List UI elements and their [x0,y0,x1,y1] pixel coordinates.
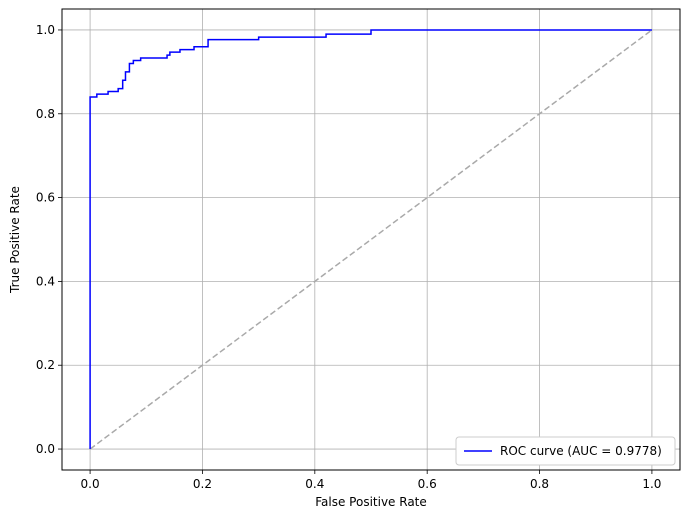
y-tick-label: 0.4 [36,274,55,288]
y-tick-label: 1.0 [36,23,55,37]
x-tick-label: 0.8 [530,477,549,491]
legend: ROC curve (AUC = 0.9778) [455,436,676,466]
x-tick-label: 0.6 [418,477,437,491]
plot-frame [61,8,681,471]
x-tick-label: 1.0 [642,477,661,491]
roc-curve-line [89,29,652,450]
y-axis-title: True Positive Rate [8,186,22,294]
y-tick-label: 0.6 [36,191,55,205]
legend-box [455,436,676,466]
x-tick-label: 0.2 [193,477,212,491]
x-tick-label: 0.0 [81,477,100,491]
ticks: 0.0 0.2 0.4 0.6 0.8 1.0 0.0 0.2 0.4 0.6 0.8 1.0 [36,23,662,491]
series-layer [89,29,653,450]
y-tick-label: 0.8 [36,107,55,121]
y-tick-label: 0.2 [36,358,55,372]
y-tick-label: 0.0 [36,442,55,456]
chance-diagonal-line [89,29,653,450]
x-axis-title: False Positive Rate [315,495,427,509]
x-tick-label: 0.4 [305,477,324,491]
legend-label-roc: ROC curve (AUC = 0.9778) [500,444,662,458]
grid [62,9,680,470]
